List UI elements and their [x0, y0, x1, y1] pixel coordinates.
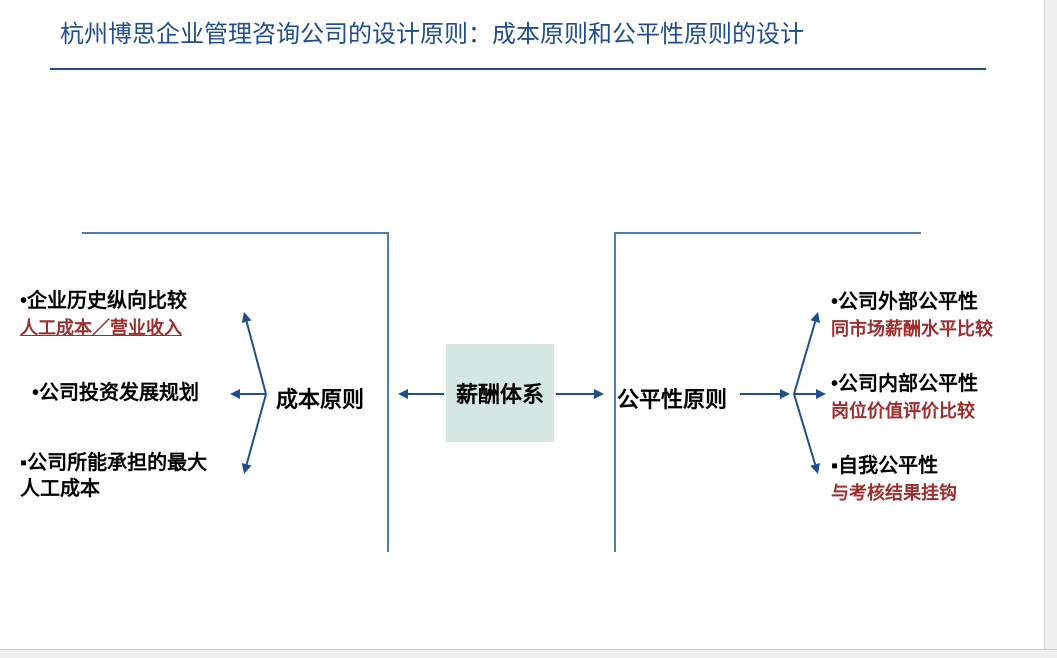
diagram-canvas: { "layout": { "width": 1057, "height": 6…: [0, 0, 1057, 658]
arrows-layer: [0, 0, 1057, 658]
